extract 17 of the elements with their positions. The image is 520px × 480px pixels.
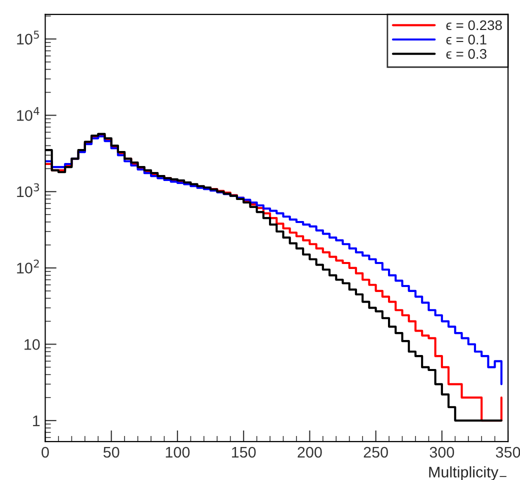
x-tick-label: 0 bbox=[42, 446, 49, 458]
x-tick-label: 150 bbox=[232, 446, 256, 458]
legend-label: ϵ = 0.238 bbox=[446, 20, 502, 30]
legend-label: ϵ = 0.1 bbox=[446, 34, 486, 44]
x-tick-label: 200 bbox=[298, 446, 322, 458]
x-tick-label: 50 bbox=[103, 446, 120, 458]
x-tick-label: 100 bbox=[166, 446, 190, 458]
y-tick-label: 10$^{5}$ bbox=[17, 30, 39, 45]
y-tick-label: 1 bbox=[33, 416, 40, 426]
x-tick-label: 300 bbox=[430, 446, 454, 458]
y-tick-label: 10 bbox=[24, 339, 40, 350]
y-tick-label: 10$^{4}$ bbox=[17, 107, 40, 121]
x-tick-label: 250 bbox=[364, 446, 388, 458]
x-tick-label: 350 bbox=[496, 446, 520, 458]
y-tick-label: 10$^{2}$ bbox=[17, 260, 39, 274]
y-tick-label: 10$^{3}$ bbox=[17, 183, 40, 198]
legend-label: ϵ = 0.3 bbox=[446, 48, 486, 59]
